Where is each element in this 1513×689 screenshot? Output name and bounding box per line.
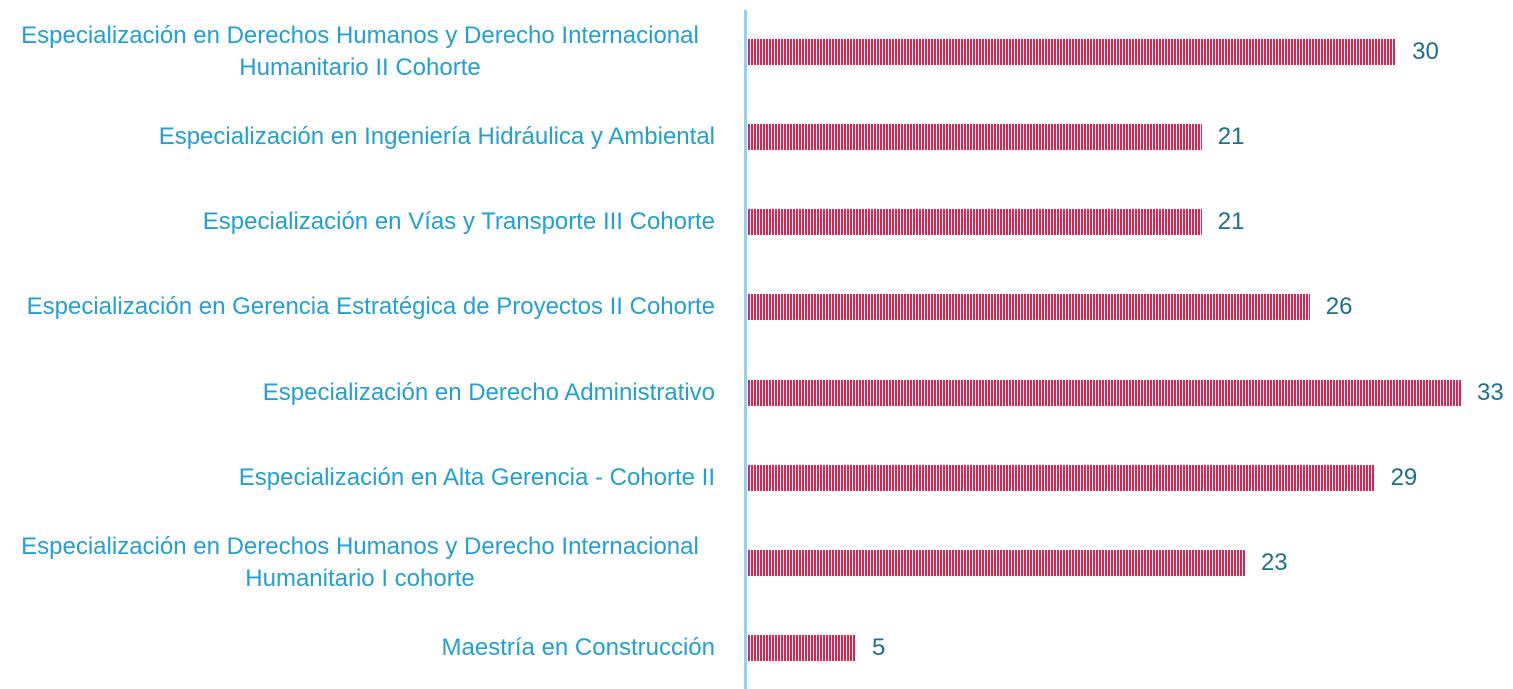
category-label: Especialización en Derechos Humanos y De… <box>21 532 699 592</box>
bar <box>748 549 1245 576</box>
bar <box>748 294 1310 321</box>
category-label: Especialización en Gerencia Estratégica … <box>26 293 715 321</box>
category-label: Especialización en Derechos Humanos y De… <box>21 22 699 81</box>
value-label: 26 <box>1325 293 1353 321</box>
value-label: 33 <box>1477 378 1504 406</box>
axis-line <box>744 10 747 689</box>
category-label: Especialización en Vías y Transporte III… <box>202 208 715 236</box>
bar <box>748 209 1202 236</box>
value-label: 23 <box>1260 548 1288 576</box>
category-label: Especialización en Alta Gerencia - Cohor… <box>238 463 715 491</box>
bar <box>748 39 1397 65</box>
value-label: 21 <box>1217 123 1245 151</box>
bar <box>748 124 1202 151</box>
bar <box>748 464 1375 491</box>
category-label: Especialización en Derecho Administrativ… <box>262 378 715 406</box>
category-label: Maestría en Construcción <box>441 634 715 662</box>
value-label: 5 <box>872 634 886 662</box>
category-label: Especialización en Ingeniería Hidráulica… <box>158 123 715 151</box>
bar <box>748 635 857 662</box>
bar <box>748 379 1461 406</box>
value-label: 21 <box>1217 208 1245 236</box>
value-label: 30 <box>1412 38 1439 65</box>
value-label: 29 <box>1390 463 1418 491</box>
